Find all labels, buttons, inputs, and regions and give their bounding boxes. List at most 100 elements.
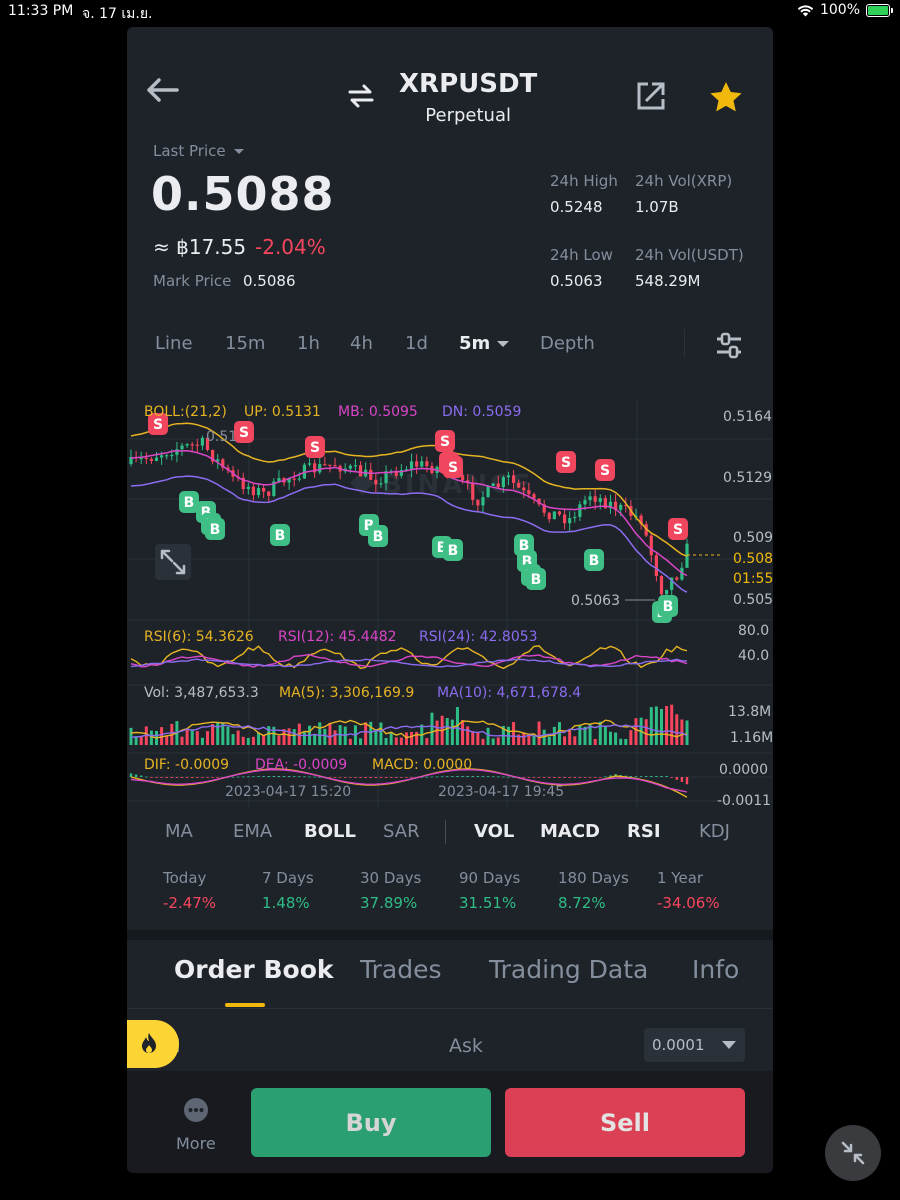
volume-bar	[563, 736, 567, 745]
candle-body	[649, 535, 653, 556]
candle-body	[476, 499, 480, 506]
more-label[interactable]: More	[176, 1134, 216, 1153]
interval-1h[interactable]: 1h	[297, 333, 320, 354]
macd-histogram-bar	[522, 777, 525, 778]
indicator-sar[interactable]: SAR	[383, 821, 420, 842]
candle-body	[256, 488, 261, 496]
hot-badge[interactable]	[127, 1020, 179, 1068]
candle-body	[211, 449, 215, 462]
candle-body	[644, 524, 648, 536]
tab-trading-data[interactable]: Trading Data	[489, 955, 649, 984]
macd-histogram-bar	[481, 776, 485, 777]
interval-15m[interactable]: 15m	[225, 333, 266, 354]
volume-bar	[542, 729, 546, 745]
marker-badge	[368, 525, 388, 547]
stat-high-label: 24h High	[550, 172, 618, 190]
stat-vol-base-label: 24h Vol(XRP)	[635, 172, 733, 190]
interval-line[interactable]: Line	[155, 333, 193, 354]
indicator-macd[interactable]: MACD	[540, 821, 600, 842]
candle-body	[598, 498, 602, 502]
candle-body	[165, 455, 169, 457]
marker-badge	[584, 549, 604, 571]
volume-bar	[603, 725, 607, 745]
candle-body	[399, 469, 403, 476]
macd-histogram-bar	[242, 776, 245, 778]
macd-histogram-bar	[588, 777, 592, 778]
marker-label: S	[310, 440, 320, 456]
sell-marker: S	[435, 430, 455, 452]
macd-histogram-bar	[333, 777, 337, 778]
last-price-dropdown[interactable]: Last Price	[153, 142, 246, 160]
wifi-icon	[797, 4, 814, 16]
swap-icon[interactable]	[347, 83, 375, 109]
interval-4h[interactable]: 4h	[350, 333, 373, 354]
volume-bar	[481, 738, 485, 745]
volume-bar	[389, 732, 393, 745]
tab-info[interactable]: Info	[692, 955, 740, 984]
candle-body	[277, 478, 281, 482]
tab-order-book[interactable]: Order Book	[174, 955, 334, 984]
macd-histogram-bar	[165, 777, 168, 778]
candle-body	[486, 485, 490, 498]
macd-histogram-bar	[216, 777, 219, 778]
macd-histogram-bar	[471, 776, 474, 777]
indicator-ema[interactable]: EMA	[233, 821, 273, 842]
indicator-ma[interactable]: MA	[165, 821, 193, 842]
back-arrow-icon[interactable]	[145, 77, 179, 109]
expand-chart-icon[interactable]	[155, 544, 191, 580]
performance-label: 180 Days	[558, 869, 629, 887]
volume-bar	[379, 722, 383, 745]
candle-body	[506, 475, 511, 478]
candle-body	[608, 501, 613, 509]
time-axis-label: 2023-04-17 15:20	[225, 784, 352, 800]
caret-down-icon	[497, 340, 510, 347]
indicator-rsi[interactable]: RSI	[627, 821, 661, 842]
macd-histogram-bar	[476, 776, 480, 777]
candle-body	[379, 483, 383, 485]
performance-label: 7 Days	[262, 869, 314, 887]
rsi-pane	[130, 645, 688, 670]
macd-histogram-bar	[231, 776, 235, 778]
marker-badge	[526, 568, 546, 590]
marker-label: S	[448, 460, 458, 476]
buy-button[interactable]: Buy	[251, 1088, 491, 1157]
interval-5m[interactable]: 5m	[459, 333, 511, 354]
tab-trades[interactable]: Trades	[360, 955, 442, 984]
volume-bar	[619, 738, 623, 745]
macd-histogram-bar	[440, 776, 444, 778]
collapse-window-button[interactable]	[825, 1125, 881, 1181]
symbol-header[interactable]: XRPUSDT Perpetual	[348, 69, 537, 126]
macd-axis-label: -0.0011	[717, 793, 771, 809]
volume-bar	[262, 734, 266, 745]
buy-marker: B	[205, 518, 225, 540]
boll-dn-label: DN: 0.5059	[442, 404, 521, 420]
marker-label: S	[561, 455, 571, 471]
macd-histogram-bar	[308, 776, 311, 778]
share-icon[interactable]	[635, 80, 667, 112]
chart-settings-icon[interactable]	[715, 332, 743, 360]
indicator-kdj[interactable]: KDJ	[699, 821, 730, 842]
price-chart[interactable]: BINANCE SSSSSSSSSBBBBBBBBBBBBBBBB BOLL:(…	[127, 369, 773, 809]
indicator-boll[interactable]: BOLL	[304, 821, 356, 842]
indicator-vol[interactable]: VOL	[474, 821, 515, 842]
performance-value: 31.51%	[459, 894, 517, 912]
volume-bar	[644, 719, 648, 745]
volume-bar	[430, 712, 434, 745]
marker-label: B	[210, 522, 221, 538]
interval-1d[interactable]: 1d	[405, 333, 428, 354]
sell-button[interactable]: Sell	[505, 1088, 745, 1157]
more-icon[interactable]	[184, 1098, 208, 1122]
volume-bar	[328, 722, 332, 745]
candle-body	[369, 469, 373, 480]
rsi6-line	[130, 645, 688, 670]
interval-depth[interactable]: Depth	[540, 333, 595, 354]
volume-bar	[608, 731, 612, 745]
candle-body	[323, 464, 327, 466]
macd-histogram-bar	[461, 776, 464, 777]
candle-body	[384, 471, 388, 484]
macd-histogram-bar	[446, 776, 449, 778]
favorite-star-icon[interactable]	[709, 81, 743, 113]
volume-bar	[241, 736, 245, 745]
precision-dropdown[interactable]: 0.0001	[644, 1028, 745, 1062]
candle-body	[542, 504, 546, 513]
